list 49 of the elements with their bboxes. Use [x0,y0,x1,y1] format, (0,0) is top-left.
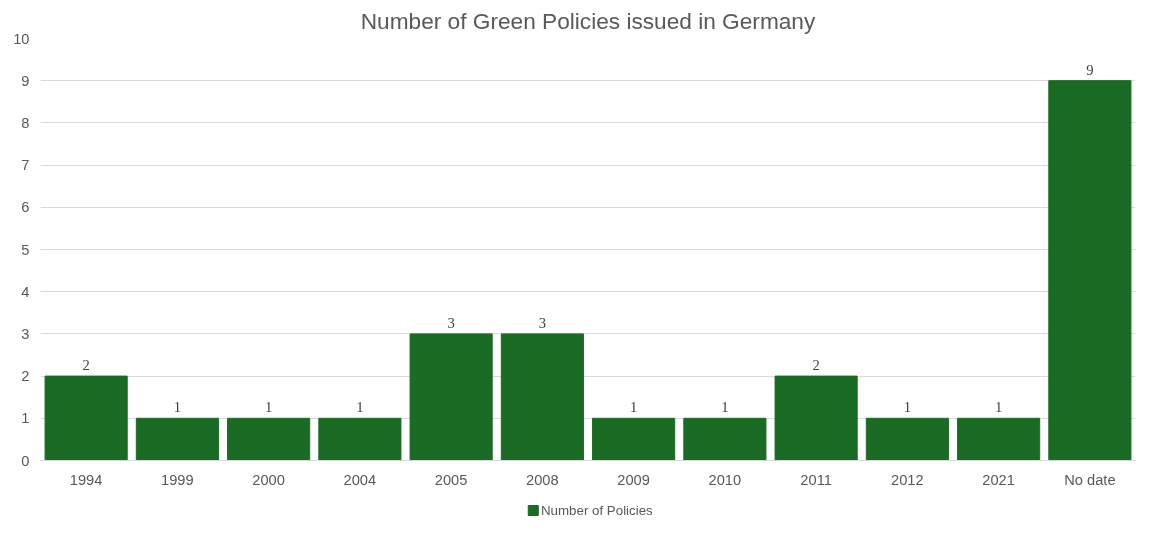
x-tick-label: 1999 [161,471,194,488]
bar [135,417,219,461]
data-label: 1 [721,399,729,416]
bar [500,333,584,461]
x-tick-label: 2005 [434,471,468,488]
data-label: 1 [629,399,638,416]
data-label: 2 [812,357,820,374]
x-tick-label: 2008 [526,471,559,488]
data-label: 1 [264,399,273,416]
bar [865,417,949,461]
y-tick-label: 3 [21,325,30,342]
data-label: 1 [903,399,912,416]
y-tick-label: 9 [21,72,30,89]
bar [1048,80,1132,461]
y-tick-label: 1 [21,410,30,427]
y-tick-label: 4 [21,283,30,300]
y-tick-label: 0 [21,452,30,469]
x-tick-label: 2000 [252,471,285,488]
y-tick-label: 8 [21,114,30,131]
x-tick-label: No date [1064,471,1116,488]
data-label: 9 [1086,61,1094,78]
x-tick-label: 2011 [800,471,832,488]
data-label: 1 [356,399,364,416]
data-label: 3 [538,314,547,331]
data-label: 3 [447,314,455,331]
bar [683,417,767,461]
bar [592,417,676,461]
bar [44,375,128,461]
bar [409,333,493,461]
bar [227,417,311,461]
x-tick-label: 1994 [69,471,103,488]
x-tick-label: 2012 [891,471,924,488]
x-tick-label: 2021 [982,471,1015,488]
bar [318,417,402,461]
data-label: 1 [994,399,1003,416]
data-label: 2 [82,357,90,374]
bar [774,375,858,461]
y-tick-label: 5 [21,241,30,258]
chart-title: Number of Green Policies issued in Germany [360,7,816,34]
data-label: 1 [173,399,182,416]
y-tick-label: 7 [21,157,30,174]
x-tick-label: 2004 [343,471,377,488]
x-tick-label: 2009 [617,471,650,488]
y-tick-label: 10 [13,30,30,47]
y-tick-label: 2 [21,368,30,385]
legend-label: Number of Policies [540,503,654,518]
y-tick-label: 6 [21,199,30,216]
bar [957,417,1041,461]
x-tick-label: 2010 [708,471,742,488]
